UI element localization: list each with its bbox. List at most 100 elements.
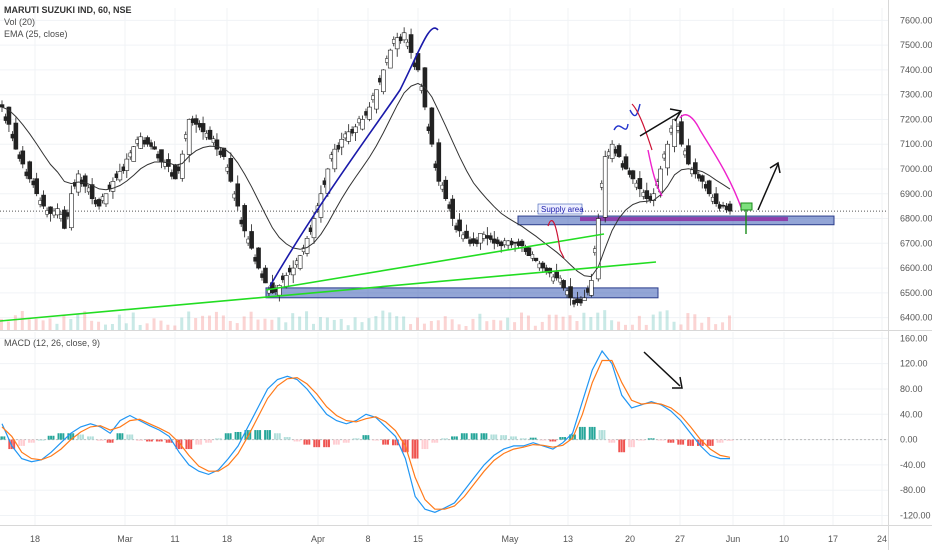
- volume-bar: [235, 323, 239, 330]
- macd-histogram-bar: [728, 439, 731, 441]
- macd-histogram-bar: [298, 439, 301, 442]
- time-tick-label: 10: [779, 534, 789, 544]
- macd-histogram-bar: [237, 431, 240, 440]
- macd-histogram-bar: [529, 437, 532, 440]
- macd-legend-label[interactable]: MACD (12, 26, close, 9): [4, 338, 101, 348]
- candle-body: [405, 41, 410, 47]
- macd-histogram-bar: [455, 436, 458, 440]
- volume-bar: [249, 311, 253, 330]
- volume-legend[interactable]: Vol (20): [4, 17, 36, 27]
- volume-bar: [374, 316, 378, 330]
- macd-histogram-bar: [394, 439, 397, 446]
- macd-histogram-bar: [630, 439, 633, 448]
- macd-histogram-bar: [411, 439, 414, 459]
- macd-histogram-bar: [610, 439, 613, 443]
- macd-histogram-bar: [711, 439, 714, 446]
- candle-body: [128, 152, 133, 158]
- symbol-title[interactable]: MARUTI SUZUKI IND, 60, NSE: [4, 5, 132, 15]
- time-tick-label: Jun: [726, 534, 741, 544]
- candle-body: [554, 271, 559, 279]
- candle-body: [343, 133, 347, 139]
- candle-body: [242, 205, 247, 232]
- volume-bar: [658, 311, 662, 330]
- candle-body: [720, 204, 726, 207]
- supply-area-annotation: Supply area: [541, 205, 584, 214]
- macd-histogram-bar: [421, 439, 424, 450]
- macd-histogram-bar: [8, 439, 11, 450]
- macd-histogram-bar: [470, 433, 473, 440]
- candle-body: [478, 233, 483, 244]
- macd-histogram-bar: [519, 438, 522, 440]
- macd-histogram-bar: [138, 439, 141, 441]
- macd-histogram-bar: [116, 433, 119, 440]
- price-tick-label: 7600.00: [900, 15, 932, 25]
- macd-histogram-bar: [175, 439, 178, 450]
- volume-bar: [575, 321, 579, 330]
- candle-body: [86, 187, 91, 193]
- macd-histogram-bar: [564, 437, 567, 440]
- candle-body: [197, 123, 202, 128]
- volume-bar: [90, 320, 94, 330]
- candle-body: [565, 290, 569, 296]
- candle-body: [530, 254, 535, 259]
- macd-histogram-bar: [647, 438, 650, 440]
- candle-body: [249, 231, 254, 249]
- candle-body: [436, 142, 442, 182]
- macd-histogram-bar: [544, 439, 547, 441]
- volume-bar: [180, 317, 184, 330]
- candle-body: [82, 175, 88, 187]
- macd-histogram-bar: [146, 439, 149, 442]
- candle-body: [339, 138, 345, 148]
- macd-histogram-bar: [414, 439, 417, 459]
- candle-body: [75, 173, 81, 193]
- macd-tick-label: -120.00: [900, 511, 931, 521]
- candle-body: [364, 111, 368, 116]
- macd-histogram-bar: [28, 439, 31, 443]
- volume-bar: [381, 310, 385, 330]
- price-tick-label: 6700.00: [900, 238, 932, 248]
- macd-histogram-bar: [3, 436, 6, 440]
- candle-body: [149, 142, 153, 147]
- candle-body: [41, 194, 46, 207]
- macd-histogram-bar: [352, 438, 355, 440]
- candle-body: [131, 146, 137, 162]
- ema-legend[interactable]: EMA (25, close): [4, 29, 68, 39]
- macd-histogram-bar: [650, 438, 653, 440]
- candle-body: [163, 162, 167, 167]
- candle-body: [526, 247, 532, 256]
- candle-body: [346, 131, 351, 142]
- candle-body: [586, 288, 590, 293]
- candle-body: [170, 172, 174, 177]
- macd-histogram-bar: [200, 439, 203, 445]
- pink-curve: [647, 114, 743, 211]
- macd-histogram-bar: [436, 439, 439, 443]
- candle-body: [450, 198, 455, 219]
- macd-histogram-bar: [59, 433, 62, 440]
- macd-histogram-bar: [662, 439, 665, 441]
- price-tick-label: 7300.00: [900, 90, 932, 100]
- macd-histogram-bar: [283, 437, 286, 440]
- time-tick-label: 18: [222, 534, 232, 544]
- price-tick-label: 7400.00: [900, 65, 932, 75]
- macd-histogram-bar: [453, 436, 456, 440]
- volume-bar: [478, 313, 482, 330]
- candle-body: [658, 168, 663, 193]
- volume-bar: [6, 321, 10, 330]
- volume-bar: [554, 314, 558, 330]
- candle-body: [294, 260, 299, 265]
- candle-body: [593, 248, 597, 253]
- candle-body: [48, 206, 53, 214]
- candle-body: [239, 219, 243, 225]
- candle-body: [523, 247, 528, 252]
- macd-histogram-bar: [601, 430, 604, 440]
- price-tick-label: 6900.00: [900, 189, 932, 199]
- macd-histogram-bar: [441, 438, 444, 440]
- candle-body: [297, 255, 303, 269]
- macd-legend: MACD (12, 26, close, 9): [4, 337, 100, 349]
- candle-body: [350, 129, 354, 134]
- macd-histogram-bar: [726, 439, 729, 441]
- macd-histogram-bar: [669, 439, 672, 443]
- candle-body: [367, 106, 372, 120]
- time-tick-label: 15: [413, 534, 423, 544]
- macd-tick-label: 120.00: [900, 359, 928, 369]
